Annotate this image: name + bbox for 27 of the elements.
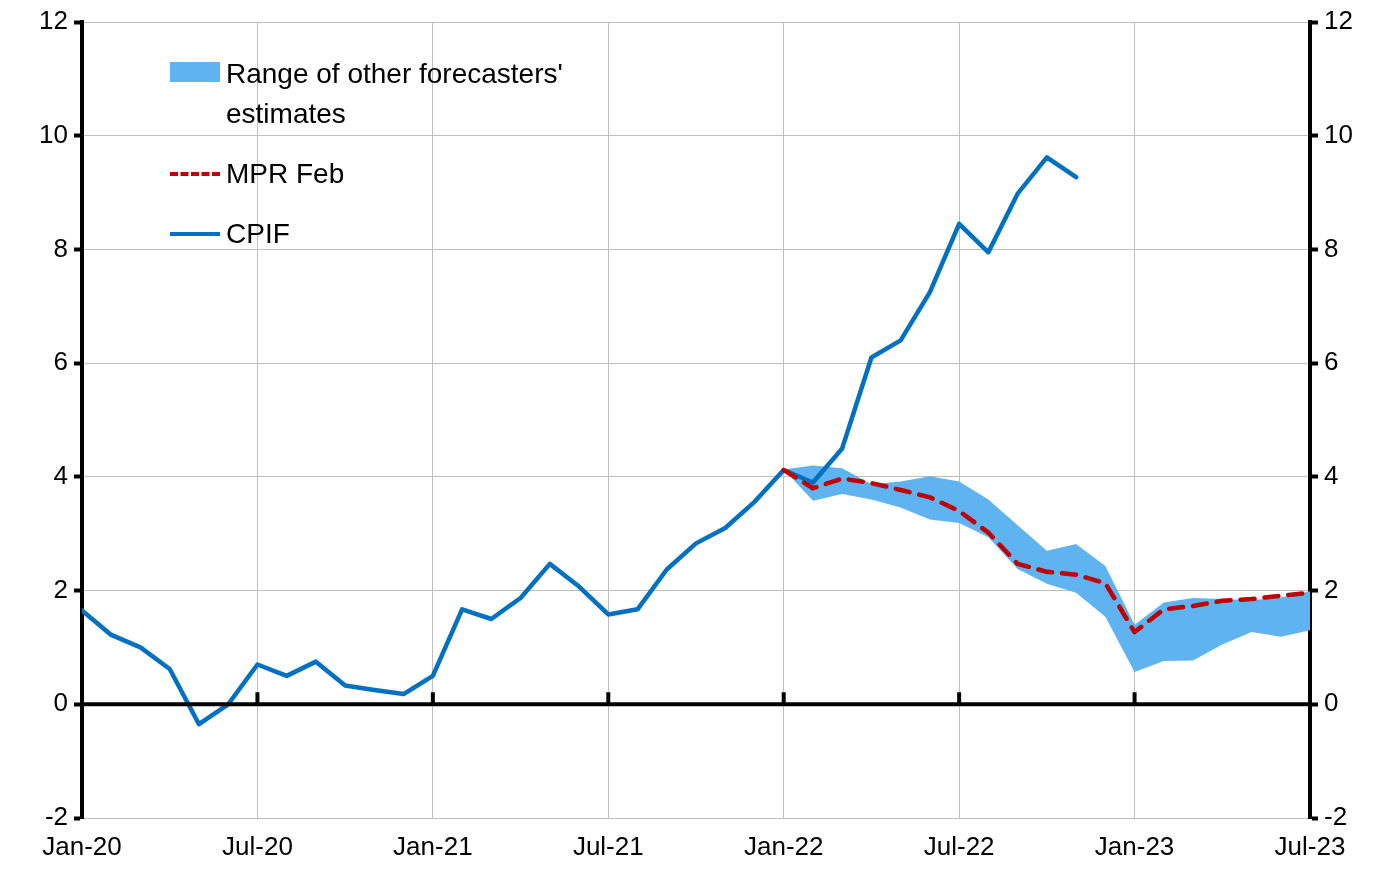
x-tick-label: Jan-23 — [1094, 830, 1175, 861]
y2-tick-label: -2 — [1324, 801, 1348, 832]
y-tick-label: 6 — [53, 346, 68, 377]
legend-label: CPIF — [226, 217, 290, 251]
y2-tick-label: 12 — [1324, 5, 1353, 36]
y-tick-label: 4 — [53, 460, 68, 491]
y2-tick-label: 0 — [1324, 687, 1339, 718]
y2-tick-label: 8 — [1324, 232, 1339, 263]
y-tick-label: 2 — [53, 573, 68, 604]
legend-label: Range of other forecasters' estimates — [226, 57, 564, 131]
y2-tick-label: 4 — [1324, 460, 1339, 491]
y-tick-label: 0 — [53, 687, 68, 718]
y-tick-label: 12 — [39, 5, 68, 36]
x-tick-label: Jul-20 — [222, 830, 293, 861]
y2-tick-label: 6 — [1324, 346, 1339, 377]
x-tick-label: Jan-21 — [393, 830, 473, 861]
x-tick-label: Jul-23 — [1274, 830, 1346, 861]
y2-tick-label: 2 — [1324, 573, 1339, 604]
x-tick-label: Jan-20 — [42, 830, 122, 861]
x-tick-label: Jan-22 — [743, 830, 824, 861]
legend-label: MPR Feb — [226, 157, 345, 191]
x-tick-label: Jul-22 — [923, 830, 995, 861]
x-tick-label: Jul-21 — [572, 830, 644, 861]
y2-tick-label: 10 — [1324, 118, 1353, 149]
y-tick-label: 8 — [53, 232, 68, 263]
y-tick-label: 10 — [39, 118, 68, 149]
y-tick-label: -2 — [44, 801, 68, 832]
